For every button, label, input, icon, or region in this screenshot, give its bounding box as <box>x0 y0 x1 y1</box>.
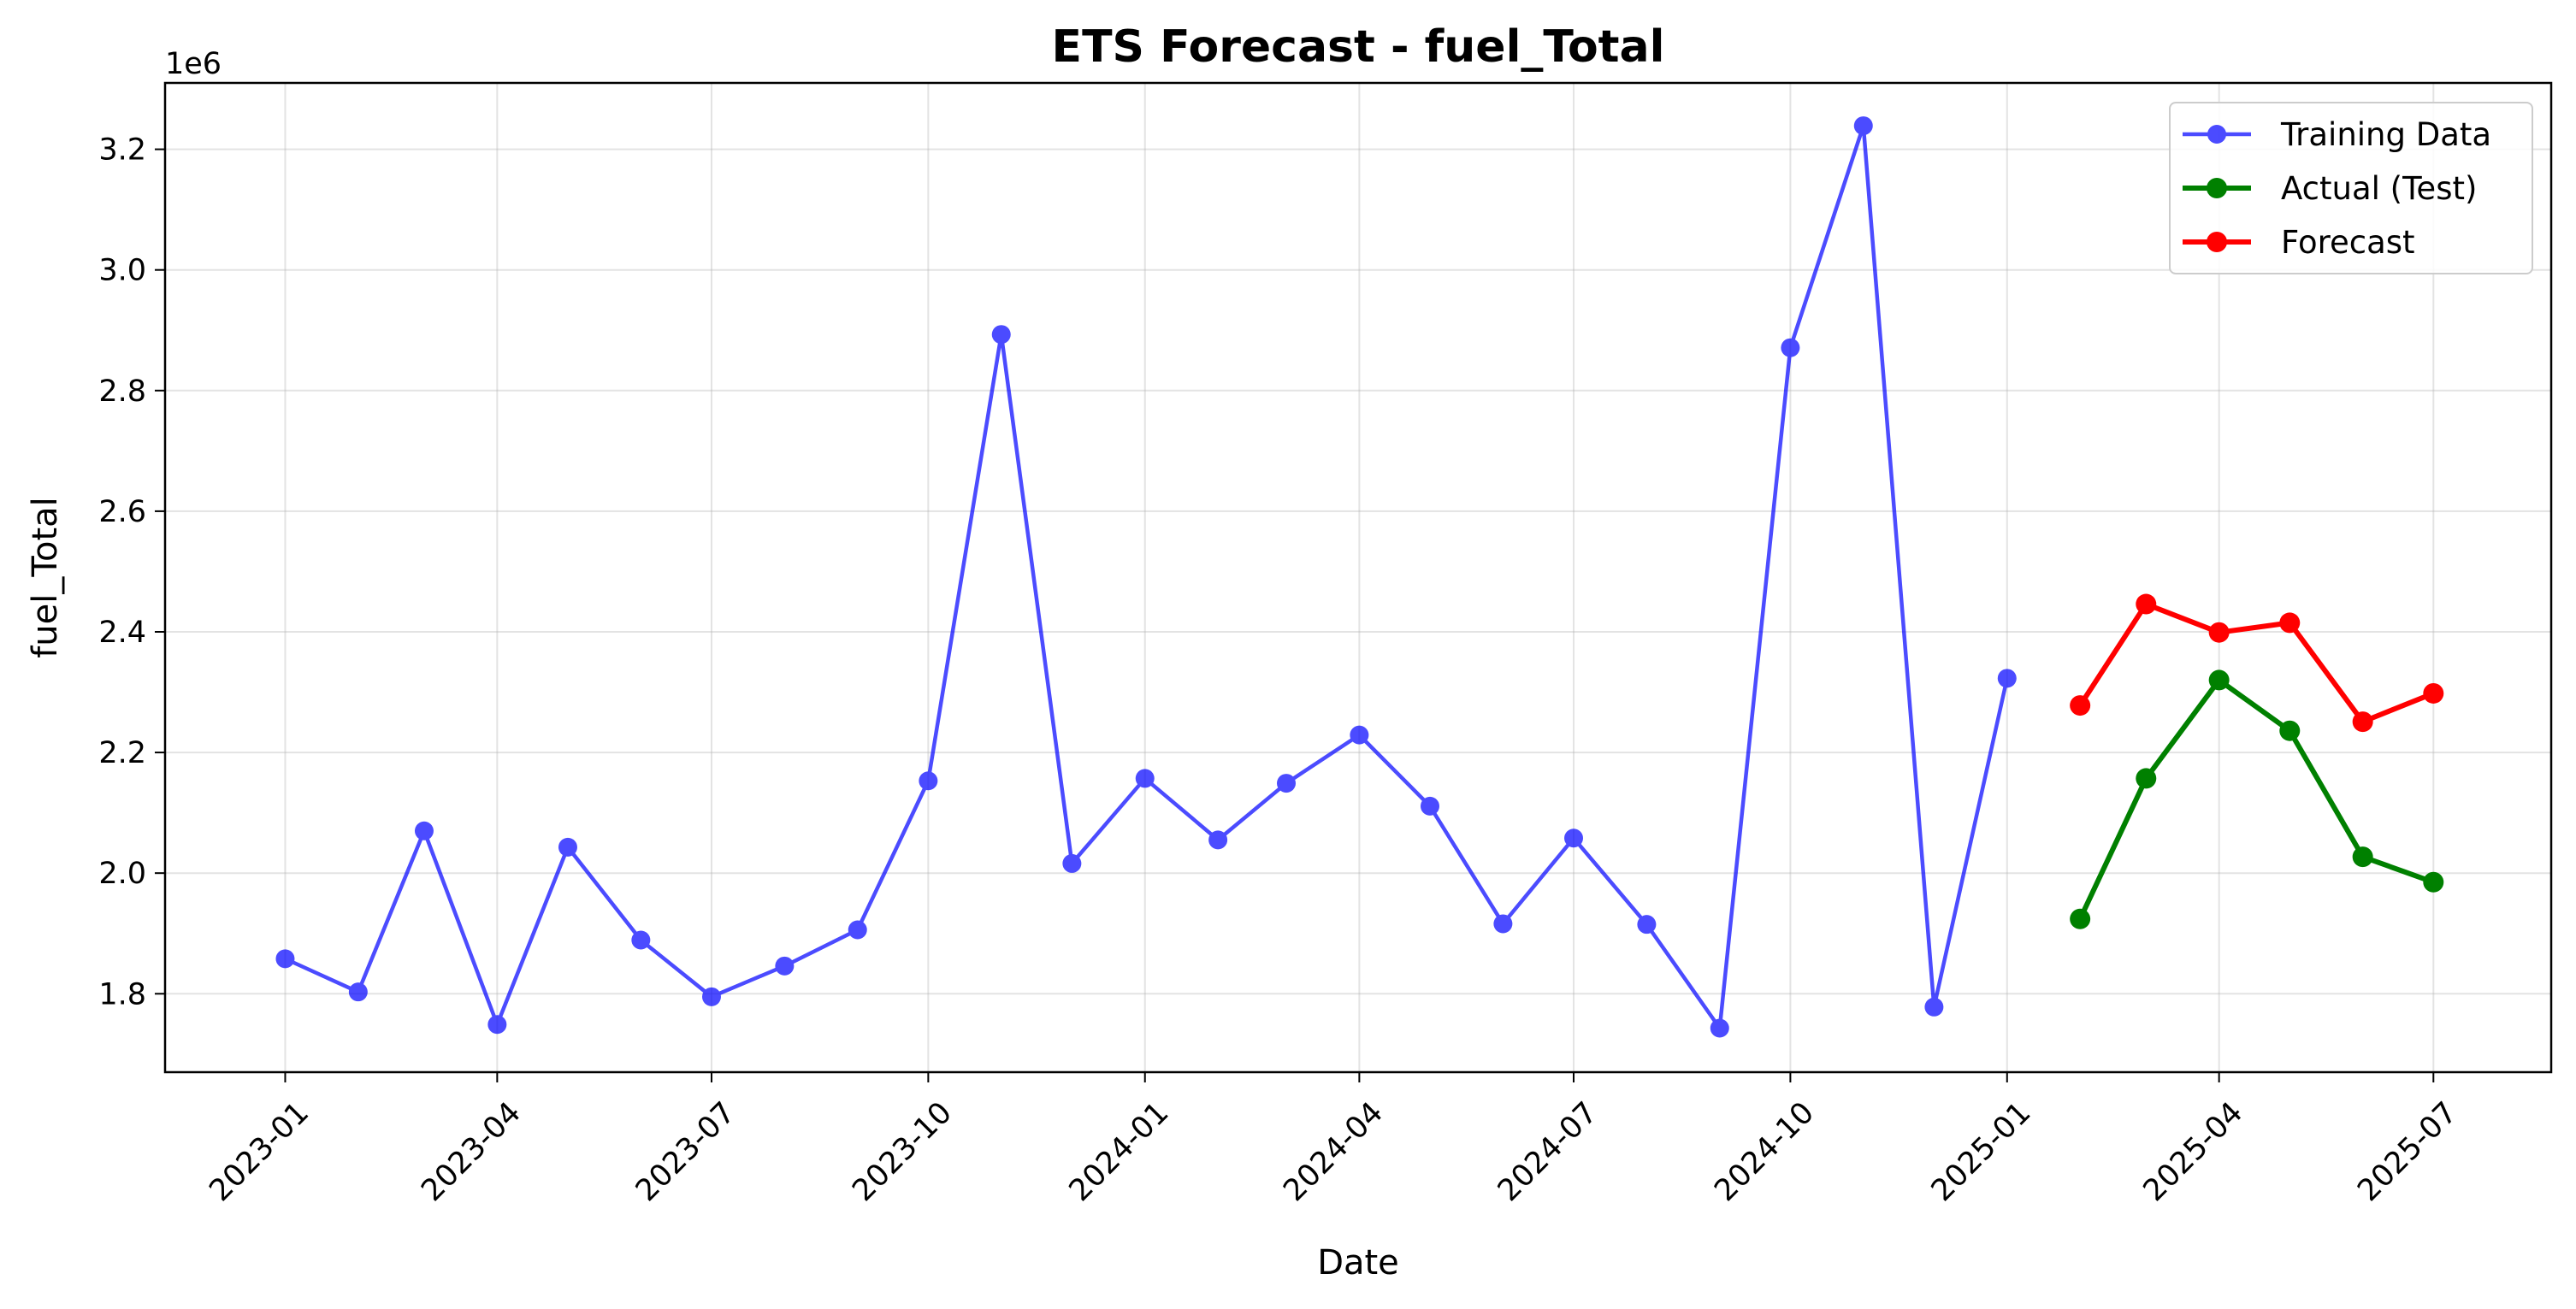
legend-label: Forecast <box>2281 224 2415 261</box>
data-point-training-data <box>1853 116 1873 136</box>
legend-item-actual-test: Actual (Test) <box>2183 170 2477 207</box>
grid <box>165 83 2551 1072</box>
legend-swatch <box>2183 232 2251 252</box>
legend-label: Training Data <box>2280 116 2491 153</box>
series-forecast <box>2070 593 2444 733</box>
data-point-training-data <box>848 920 867 940</box>
plot-series <box>275 116 2444 1038</box>
data-point-actual-test <box>2279 720 2301 741</box>
data-point-training-data <box>701 987 721 1006</box>
legend-label: Actual (Test) <box>2281 170 2477 207</box>
data-point-training-data <box>1421 796 1440 816</box>
series-line-forecast <box>2077 601 2435 725</box>
data-point-training-data <box>1493 914 1513 934</box>
legend-swatch-marker <box>2207 178 2227 198</box>
data-point-training-data <box>775 956 795 976</box>
data-point-training-data <box>919 771 938 791</box>
legend-swatch-marker <box>2207 125 2226 144</box>
data-point-training-data <box>1135 769 1155 788</box>
data-point-training-data <box>1350 725 1369 745</box>
data-point-actual-test <box>2208 669 2230 691</box>
data-point-training-data <box>487 1015 507 1035</box>
data-point-forecast <box>2136 593 2157 615</box>
data-point-training-data <box>558 837 577 857</box>
y-tick-label: 3.0 <box>98 254 146 288</box>
plot-area-frame <box>163 81 2553 1074</box>
data-point-forecast <box>2352 711 2373 733</box>
data-point-training-data <box>991 325 1011 345</box>
data-point-forecast <box>2208 622 2230 643</box>
legend: Training Data Actual (Test) Forecast <box>2169 102 2533 274</box>
data-point-forecast <box>2070 695 2091 716</box>
legend-item-training-data: Training Data <box>2183 116 2491 153</box>
legend-swatch-marker <box>2207 232 2227 252</box>
y-tick-label: 2.8 <box>98 374 146 409</box>
data-point-training-data <box>1997 669 2017 688</box>
data-point-actual-test <box>2136 768 2157 789</box>
data-point-training-data <box>275 949 295 969</box>
data-point-actual-test <box>2352 846 2373 868</box>
data-point-training-data <box>414 821 434 840</box>
series-training-data <box>275 116 2017 1038</box>
legend-swatch <box>2183 125 2251 144</box>
data-point-forecast <box>2279 612 2301 634</box>
series-actual-test <box>2070 669 2444 929</box>
data-point-actual-test <box>2070 908 2091 929</box>
data-point-training-data <box>1564 828 1584 848</box>
series-line-actual-test <box>2077 677 2435 921</box>
y-tick-label: 2.2 <box>98 736 146 770</box>
data-point-training-data <box>1924 997 1944 1017</box>
data-point-training-data <box>1637 915 1657 935</box>
data-point-training-data <box>1208 830 1228 850</box>
y-tick-label: 2.4 <box>98 616 146 650</box>
data-point-training-data <box>631 930 651 950</box>
data-point-training-data <box>1062 853 1082 873</box>
data-point-training-data <box>1710 1018 1729 1038</box>
data-point-training-data <box>1276 774 1296 793</box>
legend-swatch <box>2183 178 2251 198</box>
y-tick-label: 2.6 <box>98 495 146 529</box>
legend-box <box>2169 102 2533 274</box>
y-tick-label: 1.8 <box>98 977 146 1011</box>
legend-item-forecast: Forecast <box>2183 224 2415 261</box>
data-point-forecast <box>2423 682 2444 704</box>
y-tick-label: 2.0 <box>98 857 146 891</box>
y-axis-label: fuel_Total <box>26 497 65 658</box>
y-tick-label: 3.2 <box>98 133 146 168</box>
chart-title: ETS Forecast - fuel_Total <box>1052 21 1665 73</box>
x-axis-label: Date <box>1317 1243 1399 1282</box>
data-point-training-data <box>1781 338 1800 357</box>
y-axis-offset-label: 1e6 <box>165 47 222 81</box>
data-point-training-data <box>348 982 368 1002</box>
data-point-actual-test <box>2423 871 2444 893</box>
